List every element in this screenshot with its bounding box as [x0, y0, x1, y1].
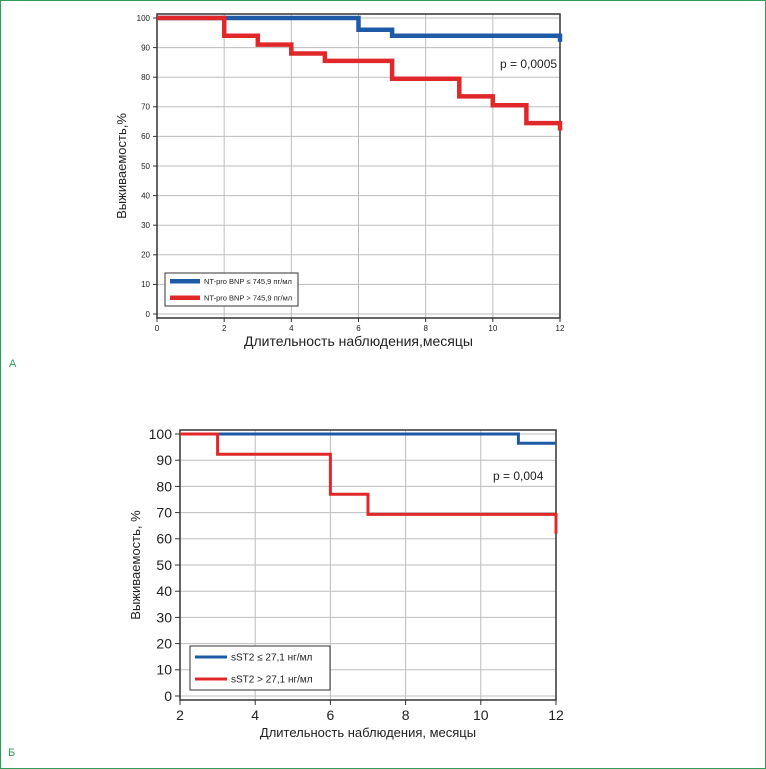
y-tick-label: 60	[141, 132, 150, 141]
series-line-2	[157, 15, 563, 131]
x-tick-label: 8	[423, 324, 428, 333]
x-tick-label: 2	[222, 324, 227, 333]
y-tick-label: 10	[156, 662, 172, 678]
x-tick-label: 12	[548, 707, 564, 723]
y-tick-label: 90	[141, 43, 150, 52]
y-tick-label: 0	[146, 310, 151, 319]
x-tick-label: 10	[488, 324, 497, 333]
legend-label: sST2 > 27,1 нг/мл	[231, 675, 313, 686]
x-axis-label: Длительность наблюдения,месяцы	[244, 333, 473, 349]
series-line-1	[157, 15, 563, 42]
series-line-2	[180, 432, 558, 534]
x-tick-label: 4	[289, 324, 294, 333]
x-tick-label: 12	[556, 324, 565, 333]
x-tick-label: 6	[327, 707, 335, 723]
x-tick-label: 0	[155, 324, 160, 333]
x-tick-label: 10	[473, 707, 489, 723]
legend-label: NT-pro BNP ≤ 745,9 пг/мл	[204, 277, 292, 286]
legend-label: sST2 ≤ 27,1 нг/мл	[231, 653, 312, 664]
x-tick-label: 6	[356, 324, 361, 333]
y-tick-label: 80	[141, 73, 150, 82]
legend-label: NT-pro BNP > 745,9 пг/мл	[204, 293, 292, 302]
y-tick-label: 0	[164, 688, 172, 704]
y-tick-label: 10	[141, 280, 150, 289]
panel-label-a: А	[9, 358, 17, 370]
y-tick-label: 100	[137, 14, 151, 23]
p-value-annotation: p = 0,0005	[500, 57, 557, 71]
y-tick-label: 50	[156, 557, 172, 573]
p-value-annotation: p = 0,004	[493, 469, 544, 483]
x-axis-label: Длительность наблюдения, месяцы	[260, 725, 476, 740]
x-tick-label: 8	[402, 707, 410, 723]
y-axis-label: Выживаемость, %	[128, 510, 143, 620]
y-tick-label: 40	[156, 583, 172, 599]
x-tick-label: 4	[251, 707, 259, 723]
y-tick-label: 80	[156, 478, 172, 494]
y-tick-label: 20	[156, 636, 172, 652]
series-line-1	[180, 432, 556, 445]
y-tick-label: 90	[156, 452, 172, 468]
legend-box	[189, 645, 331, 691]
y-tick-label: 60	[156, 531, 172, 547]
y-tick-label: 40	[141, 191, 150, 200]
y-tick-label: 50	[141, 162, 150, 171]
y-tick-label: 30	[156, 609, 172, 625]
legend-box	[164, 272, 299, 307]
x-tick-label: 2	[176, 707, 184, 723]
y-tick-label: 30	[141, 221, 150, 230]
y-tick-label: 100	[149, 426, 173, 442]
y-tick-label: 70	[156, 505, 172, 521]
y-tick-label: 20	[141, 251, 150, 260]
y-tick-label: 70	[141, 103, 150, 112]
panel-label-b: Б	[8, 747, 16, 759]
y-axis-label: Выживаемость,%	[114, 113, 129, 219]
